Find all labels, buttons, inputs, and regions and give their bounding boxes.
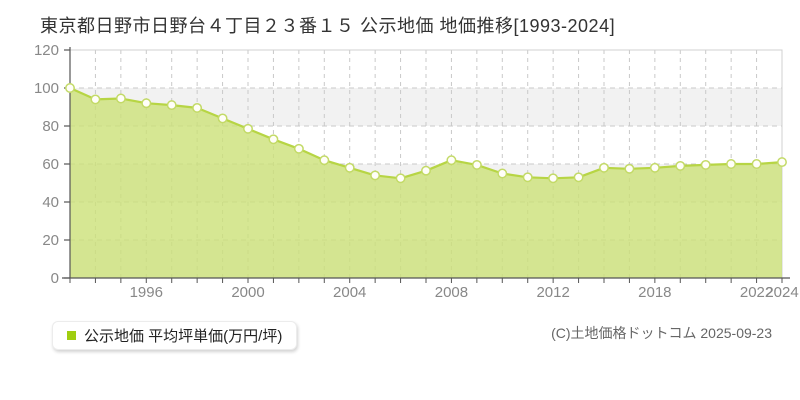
copyright-note: (C)土地価格ドットコム 2025-09-23: [551, 325, 772, 341]
y-tick-label: 0: [51, 270, 59, 287]
y-tick-label: 80: [42, 118, 59, 135]
x-tick-label: 2000: [231, 284, 264, 301]
y-tick-label: 120: [34, 42, 59, 59]
x-tick-label: 2012: [536, 284, 569, 301]
legend-series-marker-icon: [67, 331, 76, 340]
data-point-marker: [599, 162, 609, 173]
data-point-marker: [777, 157, 787, 168]
chart-title: 東京都日野市日野台４丁目２３番１５ 公示地価 地価推移[1993-2024]: [40, 16, 616, 36]
y-tick-label: 100: [34, 80, 59, 97]
data-point-marker: [344, 162, 355, 173]
data-point-marker: [319, 155, 330, 166]
data-point-marker: [497, 168, 508, 179]
x-tick-label: 2022: [740, 284, 773, 301]
data-point-marker: [166, 100, 177, 111]
data-point-marker: [395, 173, 406, 184]
x-tick-label: 1996: [130, 284, 163, 301]
data-point-marker: [268, 134, 279, 145]
data-point-marker: [624, 163, 635, 174]
x-tick-label: 2018: [638, 284, 671, 301]
data-point-marker: [573, 172, 584, 183]
data-point-marker: [370, 170, 381, 181]
data-point-marker: [293, 143, 304, 154]
data-point-marker: [522, 172, 533, 183]
x-tick-label: 2004: [333, 284, 366, 301]
data-point-marker: [243, 123, 253, 134]
data-point-marker: [700, 159, 711, 170]
legend: 公示地価 平均坪単価(万円/坪): [52, 321, 298, 350]
data-point-marker: [649, 162, 660, 173]
data-point-marker: [675, 160, 686, 171]
data-point-marker: [217, 113, 228, 124]
data-point-marker: [90, 94, 101, 105]
data-point-marker: [421, 165, 431, 176]
data-point-marker: [192, 102, 203, 113]
x-tick-label: 2024: [765, 284, 798, 301]
data-point-marker: [446, 155, 457, 166]
data-point-marker: [751, 159, 762, 169]
data-point-marker: [471, 159, 482, 170]
area-fill: [70, 88, 782, 278]
x-tick-label: 2008: [435, 284, 468, 301]
y-tick-label: 20: [42, 232, 59, 249]
data-point-marker: [115, 93, 126, 104]
data-point-marker: [726, 159, 737, 169]
data-point-marker: [65, 83, 75, 93]
data-point-marker: [141, 98, 152, 109]
data-point-marker: [548, 173, 559, 184]
legend-series-label: 公示地価 平均坪単価(万円/坪): [84, 328, 283, 345]
y-tick-label: 60: [42, 156, 59, 173]
y-tick-label: 40: [42, 194, 59, 211]
